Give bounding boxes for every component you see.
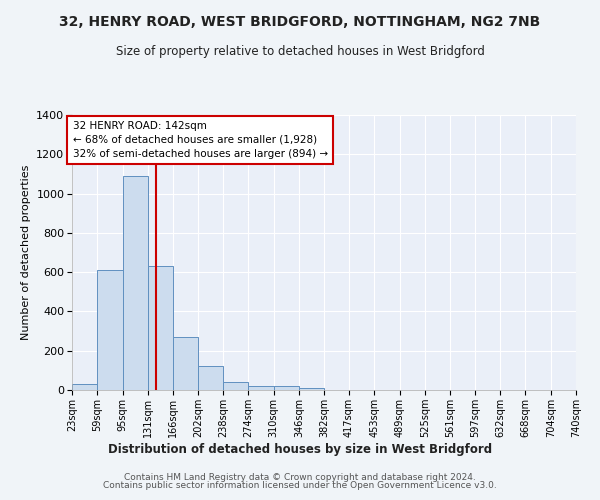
Text: Contains HM Land Registry data © Crown copyright and database right 2024.: Contains HM Land Registry data © Crown c…	[124, 473, 476, 482]
Text: Distribution of detached houses by size in West Bridgford: Distribution of detached houses by size …	[108, 442, 492, 456]
Bar	[248, 386, 274, 390]
Bar	[274, 386, 299, 390]
Text: Contains public sector information licensed under the Open Government Licence v3: Contains public sector information licen…	[103, 480, 497, 490]
Bar	[97, 270, 122, 390]
Text: Size of property relative to detached houses in West Bridgford: Size of property relative to detached ho…	[116, 45, 484, 58]
Bar	[223, 382, 248, 390]
Bar	[173, 337, 198, 390]
Bar	[148, 266, 173, 390]
Text: 32, HENRY ROAD, WEST BRIDGFORD, NOTTINGHAM, NG2 7NB: 32, HENRY ROAD, WEST BRIDGFORD, NOTTINGH…	[59, 15, 541, 29]
Bar	[72, 384, 97, 390]
Bar	[122, 176, 148, 390]
Bar	[299, 388, 325, 390]
Bar	[198, 366, 223, 390]
Y-axis label: Number of detached properties: Number of detached properties	[20, 165, 31, 340]
Text: 32 HENRY ROAD: 142sqm
← 68% of detached houses are smaller (1,928)
32% of semi-d: 32 HENRY ROAD: 142sqm ← 68% of detached …	[73, 121, 328, 159]
